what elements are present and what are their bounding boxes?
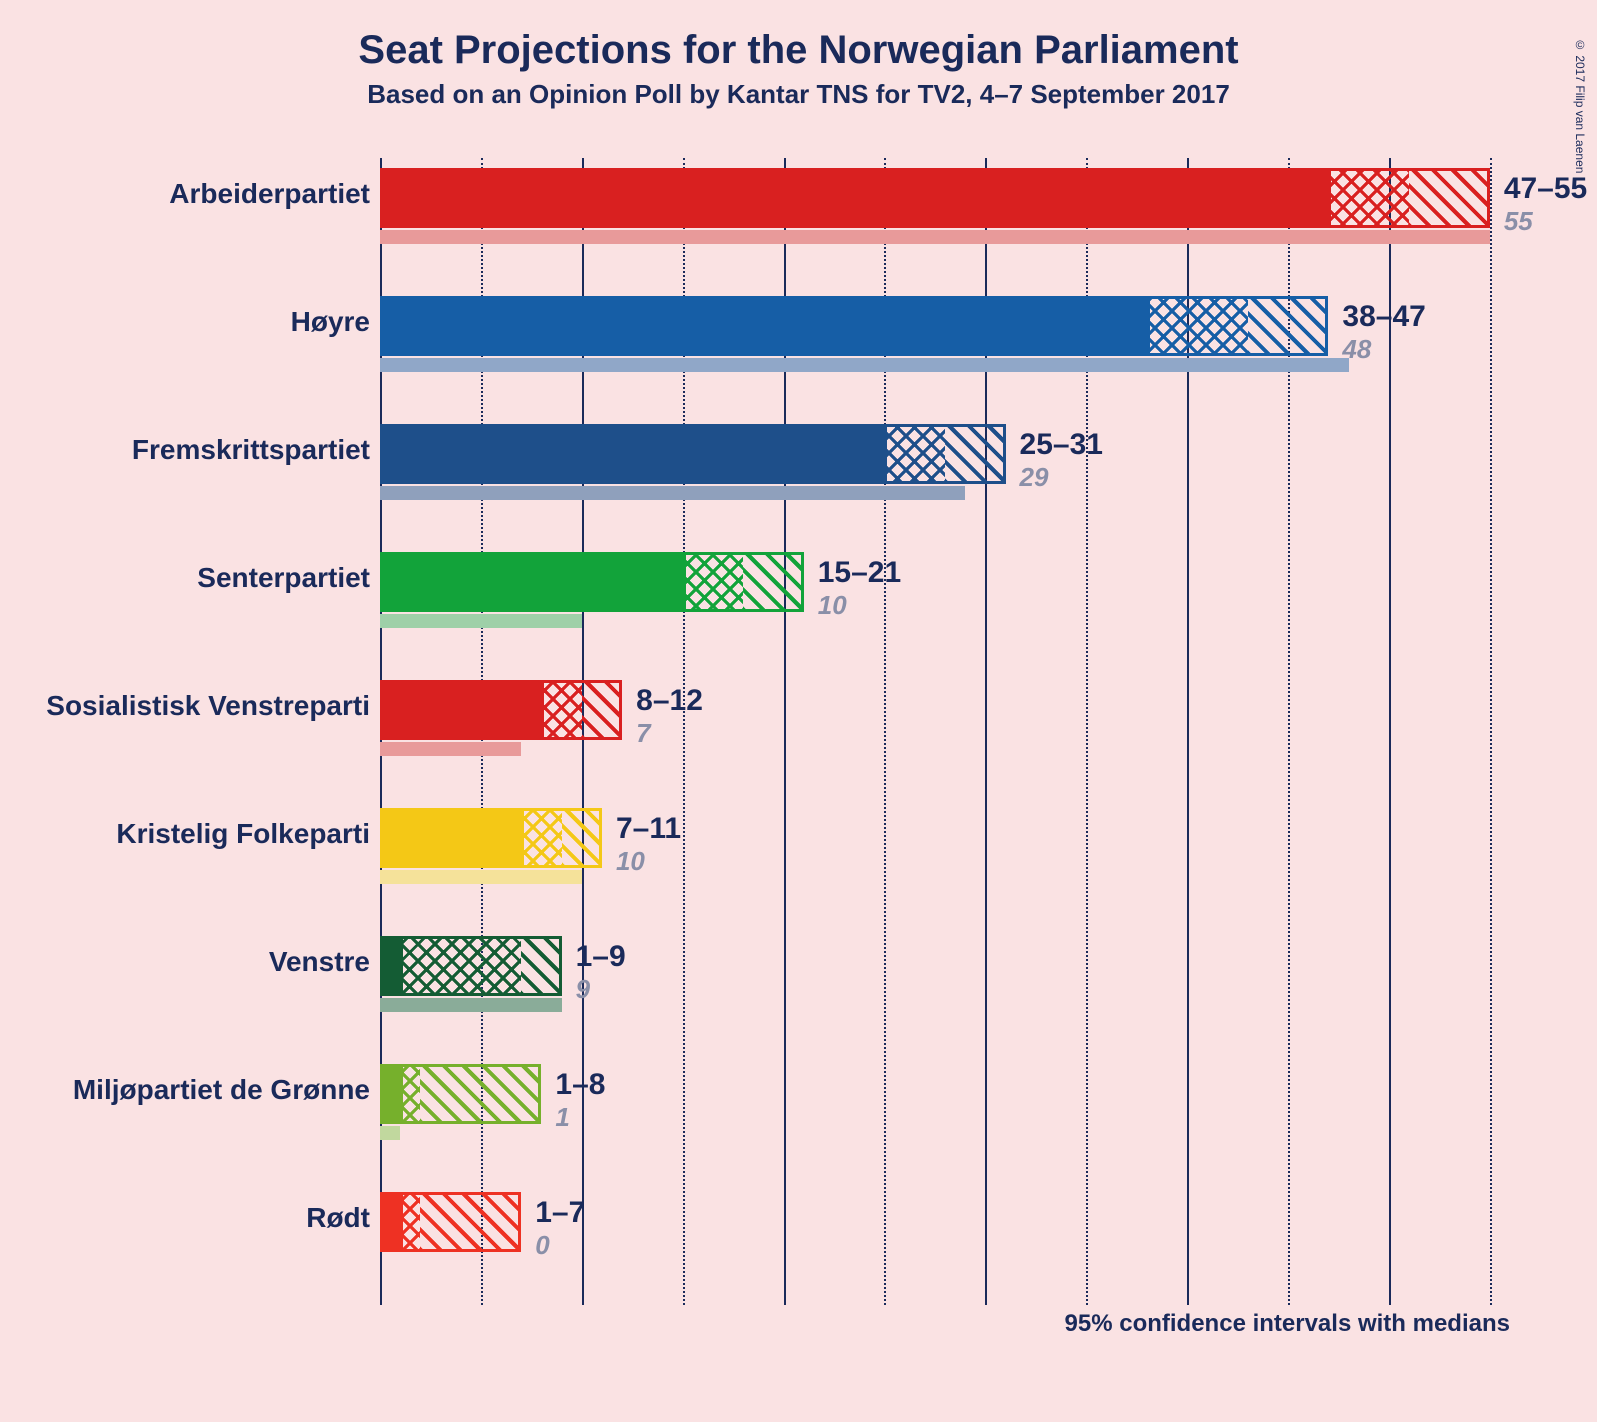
bar-low [380, 1064, 400, 1124]
bar-previous [380, 1126, 400, 1140]
range-label: 15–21 [818, 556, 901, 590]
bar-low [380, 936, 400, 996]
copyright-text: © 2017 Filip van Laenen [1573, 38, 1587, 173]
bar-low [380, 296, 1147, 356]
range-label: 1–7 [535, 1196, 585, 1230]
bar-previous [380, 614, 582, 628]
party-label: Senterpartiet [197, 562, 370, 594]
previous-label: 1 [555, 1102, 569, 1133]
bar-previous [380, 486, 965, 500]
party-label: Høyre [291, 306, 370, 338]
party-row: Miljøpartiet de Grønne 1–81 [70, 1054, 1530, 1182]
bar-ci-border [400, 936, 561, 996]
previous-label: 29 [1020, 462, 1049, 493]
bar-ci-border [1147, 296, 1329, 356]
party-row: Venstre 1–99 [70, 926, 1530, 1054]
bar-low [380, 1192, 400, 1252]
previous-label: 0 [535, 1230, 549, 1261]
range-label: 8–12 [636, 684, 703, 718]
chart-title: Seat Projections for the Norwegian Parli… [0, 28, 1597, 73]
party-label: Fremskrittspartiet [132, 434, 370, 466]
previous-label: 7 [636, 718, 650, 749]
bar-low [380, 424, 884, 484]
bar-low [380, 808, 521, 868]
footnote-text: 95% confidence intervals with medians [1065, 1310, 1510, 1338]
bar-previous [380, 358, 1349, 372]
range-label: 7–11 [616, 812, 681, 846]
party-label: Arbeiderpartiet [169, 178, 370, 210]
party-row: Kristelig Folkeparti 7–1110 [70, 798, 1530, 926]
bar-ci-border [683, 552, 804, 612]
party-row: Høyre 38–4748 [70, 286, 1530, 414]
range-label: 1–9 [576, 940, 626, 974]
bar-previous [380, 998, 562, 1012]
party-label: Rødt [306, 1202, 370, 1234]
bar-low [380, 680, 541, 740]
bar-ci-border [521, 808, 602, 868]
previous-label: 9 [576, 974, 590, 1005]
party-row: Rødt 1–70 [70, 1182, 1530, 1310]
bar-ci-border [541, 680, 622, 740]
party-row: Senterpartiet 15–2110 [70, 542, 1530, 670]
previous-label: 10 [818, 590, 847, 621]
party-label: Miljøpartiet de Grønne [73, 1074, 370, 1106]
range-label: 25–31 [1020, 428, 1103, 462]
party-label: Kristelig Folkeparti [116, 818, 370, 850]
chart-subtitle: Based on an Opinion Poll by Kantar TNS f… [0, 79, 1597, 110]
bar-previous [380, 742, 521, 756]
range-label: 38–47 [1342, 300, 1425, 334]
previous-label: 55 [1504, 206, 1533, 237]
bar-ci-border [400, 1064, 541, 1124]
party-row: Fremskrittspartiet 25–3129 [70, 414, 1530, 542]
bar-ci-border [884, 424, 1005, 484]
bar-previous [380, 230, 1490, 244]
bar-low [380, 552, 683, 612]
previous-label: 48 [1342, 334, 1371, 365]
chart-container: Arbeiderpartiet47–5555 Høyre 38–4748 Fremsk… [70, 158, 1530, 1338]
party-label: Venstre [269, 946, 370, 978]
range-label: 1–8 [555, 1068, 605, 1102]
bar-ci-border [400, 1192, 521, 1252]
party-row: Arbeiderpartiet47–5555 [70, 158, 1530, 286]
bar-previous [380, 870, 582, 884]
previous-label: 10 [616, 846, 645, 877]
bar-low [380, 168, 1328, 228]
party-label: Sosialistisk Venstreparti [46, 690, 370, 722]
party-row: Sosialistisk Venstreparti8–127 [70, 670, 1530, 798]
bar-ci-border [1328, 168, 1489, 228]
range-label: 47–55 [1504, 172, 1587, 206]
